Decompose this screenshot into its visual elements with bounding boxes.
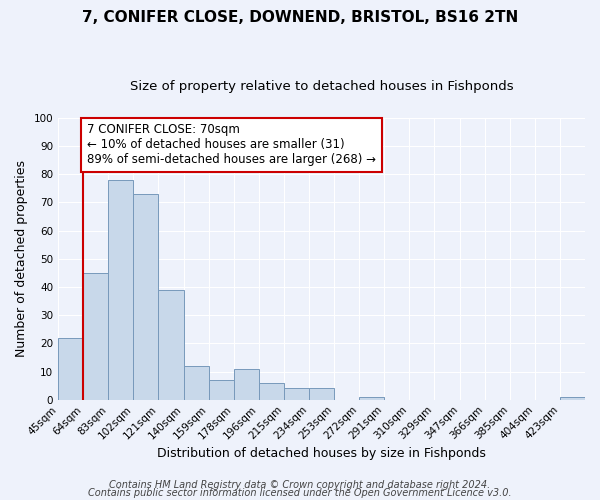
Bar bbox=[209, 380, 233, 400]
Bar bbox=[83, 273, 108, 400]
Y-axis label: Number of detached properties: Number of detached properties bbox=[15, 160, 28, 358]
Bar bbox=[158, 290, 184, 400]
Bar bbox=[284, 388, 309, 400]
Text: Contains HM Land Registry data © Crown copyright and database right 2024.: Contains HM Land Registry data © Crown c… bbox=[109, 480, 491, 490]
Bar bbox=[259, 383, 284, 400]
Bar bbox=[560, 397, 585, 400]
Bar bbox=[184, 366, 209, 400]
Bar bbox=[108, 180, 133, 400]
Text: 7, CONIFER CLOSE, DOWNEND, BRISTOL, BS16 2TN: 7, CONIFER CLOSE, DOWNEND, BRISTOL, BS16… bbox=[82, 10, 518, 25]
Bar bbox=[309, 388, 334, 400]
Bar bbox=[359, 397, 384, 400]
Bar bbox=[233, 368, 259, 400]
Title: Size of property relative to detached houses in Fishponds: Size of property relative to detached ho… bbox=[130, 80, 514, 93]
Bar bbox=[58, 338, 83, 400]
Text: Contains public sector information licensed under the Open Government Licence v3: Contains public sector information licen… bbox=[88, 488, 512, 498]
Text: 7 CONIFER CLOSE: 70sqm
← 10% of detached houses are smaller (31)
89% of semi-det: 7 CONIFER CLOSE: 70sqm ← 10% of detached… bbox=[87, 124, 376, 166]
Bar bbox=[133, 194, 158, 400]
X-axis label: Distribution of detached houses by size in Fishponds: Distribution of detached houses by size … bbox=[157, 447, 486, 460]
